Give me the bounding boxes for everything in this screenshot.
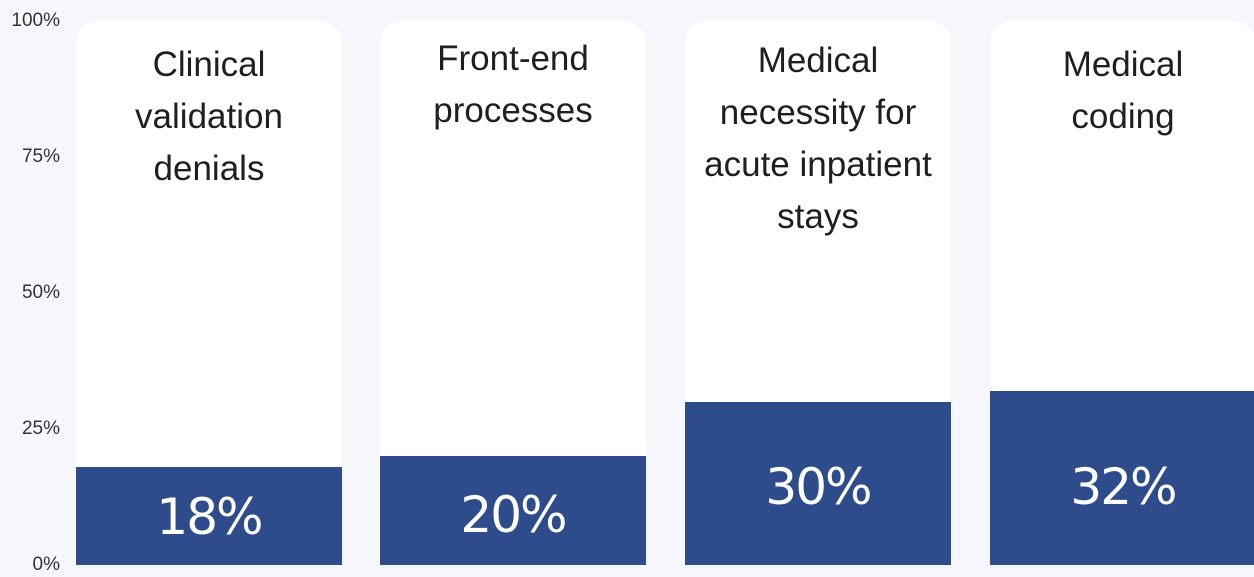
bar: [685, 401, 951, 565]
y-tick-label: 25%: [21, 418, 60, 439]
data-label: 30%: [765, 457, 872, 516]
y-tick-label: 100%: [11, 10, 60, 31]
category-label: Medical necessity for acute inpatient stays: [685, 35, 951, 243]
category-label-line: processes: [433, 91, 593, 130]
y-tick-label: 50%: [21, 282, 60, 303]
category-label-line: stays: [777, 197, 859, 236]
category-label: Medical coding: [990, 39, 1254, 143]
bar-column: Clinical validation denials 18%: [76, 21, 342, 565]
bar-column: Front-end processes 20%: [380, 21, 646, 565]
bar-column: Medical coding 32%: [990, 21, 1254, 565]
category-label-line: denials: [153, 149, 265, 188]
bar: [990, 390, 1254, 565]
data-label: 18%: [156, 488, 263, 547]
category-label-line: acute inpatient: [704, 145, 932, 184]
category-label: Front-end processes: [380, 33, 646, 137]
bar: [76, 467, 342, 565]
y-tick-label: 75%: [21, 146, 60, 167]
category-label-line: validation: [135, 97, 283, 136]
data-label: 20%: [460, 486, 567, 545]
category-label-line: coding: [1071, 97, 1175, 136]
category-label-line: Medical: [757, 41, 879, 80]
category-label-line: Front-end: [437, 39, 589, 78]
category-label-line: necessity for: [719, 93, 917, 132]
y-tick-label: 0%: [32, 554, 60, 575]
bar-column: Medical necessity for acute inpatient stays…: [685, 21, 951, 565]
category-label-line: Clinical: [152, 45, 266, 84]
bar: [380, 456, 646, 565]
category-label-line: Medical: [1062, 45, 1184, 84]
data-label: 32%: [1070, 457, 1177, 516]
category-label: Clinical validation denials: [76, 39, 342, 195]
